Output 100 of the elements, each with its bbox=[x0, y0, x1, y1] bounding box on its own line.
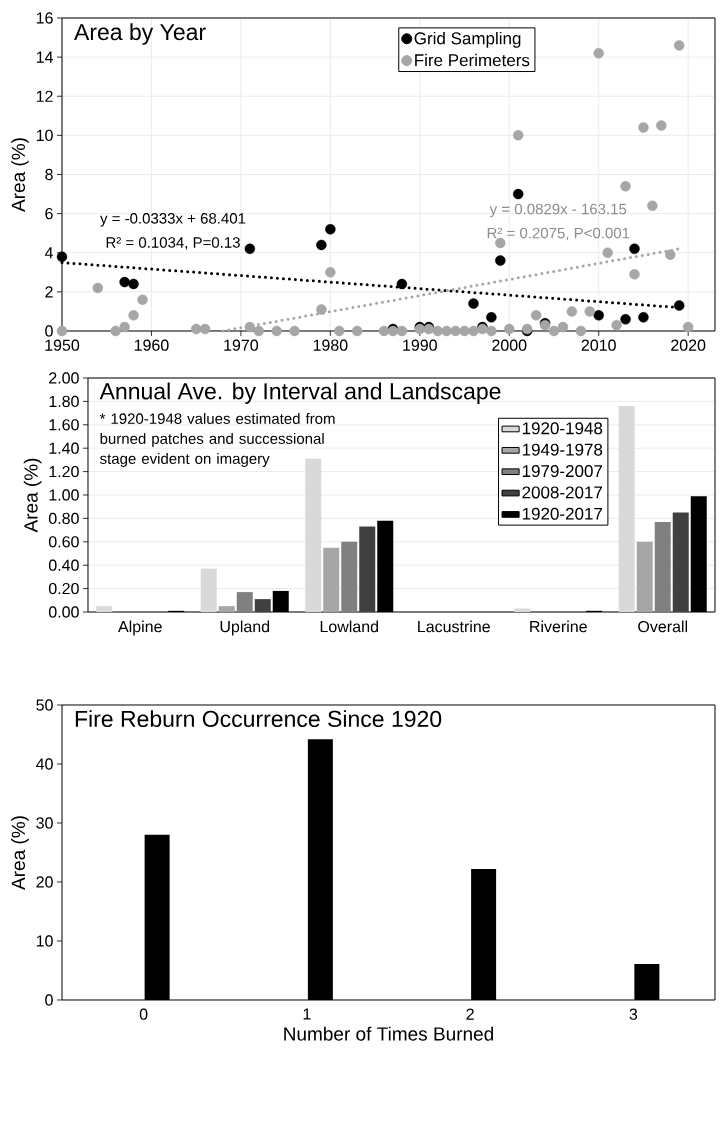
y-tick-label: 10 bbox=[36, 129, 53, 142]
point bbox=[110, 325, 121, 337]
y-tick-label: 40 bbox=[36, 758, 53, 770]
point bbox=[530, 310, 542, 321]
x-tick-label: 2000 bbox=[492, 339, 527, 351]
point bbox=[629, 269, 640, 280]
point bbox=[351, 325, 363, 337]
point bbox=[504, 323, 515, 335]
point bbox=[629, 243, 640, 255]
y-tick-label: 1.20 bbox=[49, 465, 79, 478]
x-tick-label: 2010 bbox=[581, 339, 616, 351]
point bbox=[119, 276, 130, 288]
bar bbox=[672, 512, 689, 612]
y-tick-label: 0.60 bbox=[48, 536, 79, 548]
legend-label: 1949-1978 bbox=[522, 443, 603, 456]
point bbox=[674, 40, 685, 51]
point bbox=[620, 181, 631, 192]
point bbox=[656, 120, 667, 131]
point bbox=[190, 323, 202, 335]
point bbox=[513, 188, 524, 200]
y-tick-label: 2 bbox=[45, 286, 53, 298]
chart-title: Annual Ave. by Interval and Landscape bbox=[99, 382, 501, 404]
point bbox=[316, 239, 327, 251]
point bbox=[513, 130, 524, 141]
bar bbox=[96, 606, 113, 612]
point bbox=[548, 325, 560, 337]
bar bbox=[618, 406, 635, 612]
bar bbox=[200, 568, 217, 612]
x-tick-label: Riverine bbox=[530, 620, 587, 633]
bar bbox=[514, 608, 531, 612]
y-tick-label: 2.00 bbox=[49, 372, 79, 384]
legend-label: Grid Sampling bbox=[414, 31, 521, 48]
y-tick-label: 0 bbox=[45, 994, 53, 1006]
point bbox=[682, 321, 694, 333]
point bbox=[468, 298, 479, 309]
annotation: y = -0.0333x + 68.401 bbox=[100, 213, 246, 227]
x-tick-label: Lacustrine bbox=[418, 620, 490, 633]
bar bbox=[636, 541, 653, 612]
point bbox=[638, 122, 649, 133]
y-tick-label: 1.00 bbox=[49, 489, 79, 501]
x-tick-label: 3 bbox=[629, 1008, 638, 1020]
y-tick-label: 0 bbox=[45, 325, 53, 337]
bar bbox=[654, 521, 671, 612]
y-tick-label: 12 bbox=[36, 90, 53, 102]
y-axis-title: Area (%) bbox=[23, 458, 42, 533]
point bbox=[557, 321, 569, 333]
point bbox=[92, 282, 103, 294]
point bbox=[665, 249, 676, 260]
point bbox=[271, 325, 282, 337]
point bbox=[316, 304, 327, 315]
x-tick-label: Upland bbox=[220, 620, 270, 636]
bar bbox=[236, 592, 253, 612]
point bbox=[325, 224, 336, 235]
y-tick-label: 50 bbox=[36, 699, 53, 711]
point bbox=[620, 314, 631, 325]
y-tick-label: 16 bbox=[36, 12, 53, 24]
point bbox=[325, 267, 336, 278]
y-tick-label: 0.40 bbox=[48, 559, 79, 571]
x-axis-title: Number of Times Burned bbox=[284, 1026, 493, 1041]
annotation: R² = 0.1034, P=0.13 bbox=[106, 237, 240, 250]
x-tick-label: 2020 bbox=[671, 339, 706, 351]
x-tick-label: 1990 bbox=[403, 339, 437, 351]
y-tick-label: 0.80 bbox=[48, 512, 79, 525]
point bbox=[611, 319, 622, 331]
y-axis-title: Area (%) bbox=[11, 138, 29, 212]
point bbox=[396, 278, 408, 290]
x-tick-label: 1960 bbox=[134, 339, 169, 351]
bar bbox=[323, 547, 340, 612]
point bbox=[674, 300, 685, 311]
legend-label: 2008-2017 bbox=[522, 486, 603, 499]
annotation: * 1920-1948 values estimated from burned patches and successional stage evident on imagery bbox=[99, 412, 335, 467]
point bbox=[432, 325, 443, 337]
point bbox=[486, 312, 497, 323]
point bbox=[378, 325, 390, 337]
point bbox=[244, 321, 256, 333]
point bbox=[396, 325, 408, 337]
y-tick-label: 20 bbox=[36, 876, 53, 888]
bar bbox=[218, 606, 235, 612]
point bbox=[199, 323, 211, 335]
y-tick-label: 30 bbox=[36, 817, 53, 829]
point bbox=[602, 247, 613, 258]
bar bbox=[341, 541, 358, 612]
point bbox=[289, 325, 300, 337]
point bbox=[593, 48, 604, 59]
point bbox=[584, 306, 595, 317]
point bbox=[128, 278, 139, 290]
point bbox=[244, 243, 256, 255]
point bbox=[593, 310, 604, 321]
y-tick-label: 6 bbox=[45, 207, 53, 220]
chart-title: Area by Year bbox=[74, 23, 206, 45]
y-axis-title: Area (%) bbox=[11, 816, 29, 890]
x-tick-label: 2 bbox=[466, 1008, 474, 1020]
point bbox=[137, 294, 148, 305]
annotation: R² = 0.2075, P<0.001 bbox=[487, 227, 630, 241]
y-tick-label: 8 bbox=[45, 168, 53, 181]
point bbox=[486, 325, 497, 337]
x-tick-label: Alpine bbox=[118, 620, 162, 636]
legend-label: Fire Perimeters bbox=[415, 53, 530, 67]
y-tick-label: 1.40 bbox=[49, 442, 79, 454]
point bbox=[468, 325, 479, 337]
